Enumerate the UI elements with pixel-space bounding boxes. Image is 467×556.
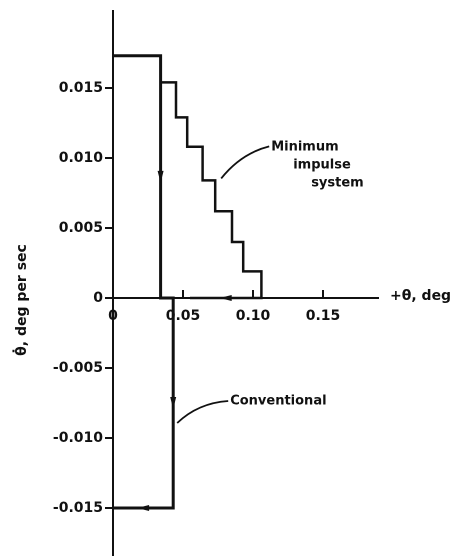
y-tick-label: 0.015	[59, 80, 103, 96]
arrow-head	[170, 397, 177, 409]
y-tick-label: 0.010	[59, 150, 104, 166]
y-tick-label: -0.005	[53, 360, 103, 376]
series-label: Minimum impulse system	[271, 139, 364, 190]
y-tick-label: 0.005	[59, 220, 103, 236]
y-tick-label: -0.010	[53, 430, 103, 446]
x-tick-label: 0.05	[166, 308, 201, 324]
arrow-head	[219, 295, 232, 301]
arrow-head	[157, 170, 164, 183]
y-tick-label: -0.015	[53, 500, 103, 516]
x-tick-label: 0.10	[236, 308, 271, 324]
leader-line	[176, 400, 229, 424]
x-tick-label: 0.15	[306, 308, 341, 324]
leader-line	[220, 145, 270, 179]
y-axis-label: θ̇, deg per sec	[11, 244, 30, 356]
arrow-head	[137, 505, 150, 511]
y-tick-label: 0	[93, 290, 103, 306]
series-line	[113, 54, 175, 510]
series-line	[160, 81, 263, 300]
x-axis-label: +θ, deg	[390, 288, 451, 304]
series-label: Conventional	[230, 394, 326, 409]
x-tick-label: 0	[108, 308, 118, 324]
